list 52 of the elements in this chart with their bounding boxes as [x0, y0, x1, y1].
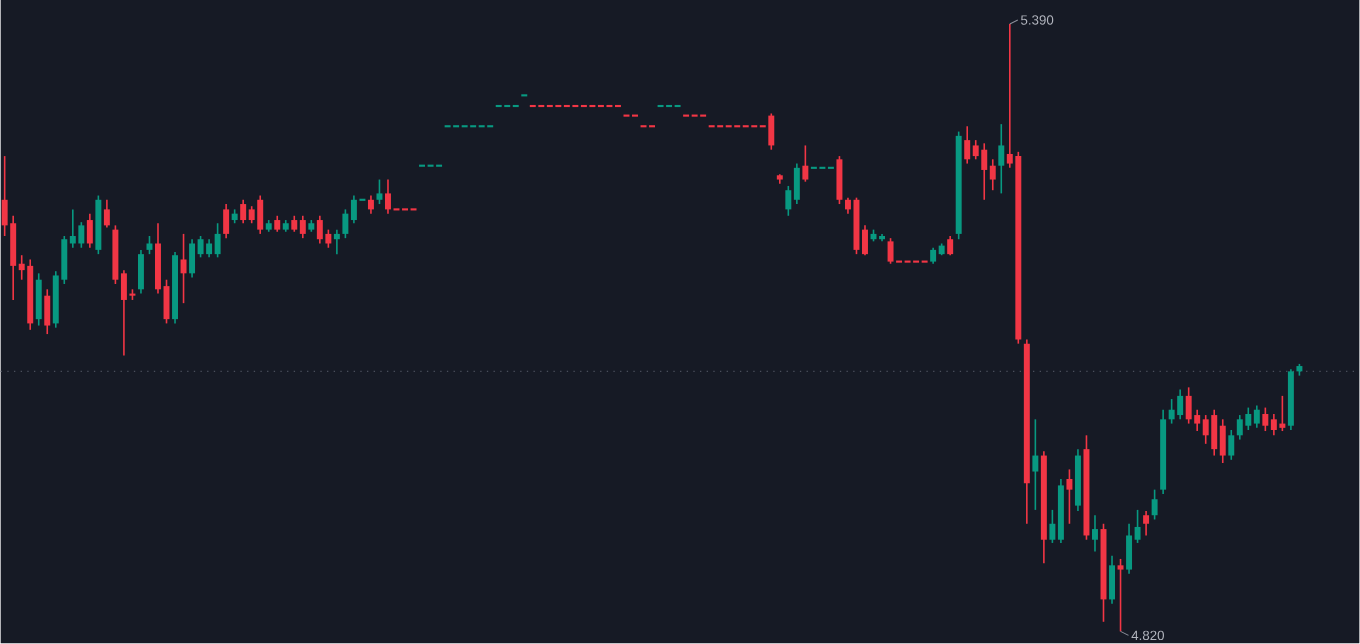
candlestick	[1270, 413, 1277, 437]
candlestick	[299, 215, 306, 240]
candlestick	[44, 288, 51, 336]
candlestick	[1109, 555, 1115, 605]
candlestick	[1143, 510, 1150, 537]
candlestick	[768, 112, 775, 151]
candlestick	[989, 158, 996, 192]
candlestick	[206, 238, 213, 259]
candlestick	[1211, 409, 1218, 457]
candlestick	[189, 238, 196, 279]
candlestick	[1202, 414, 1209, 445]
candlestick	[1177, 388, 1184, 421]
candlestick	[146, 235, 153, 256]
candlestick	[1253, 404, 1260, 429]
candlestick	[1117, 558, 1124, 633]
candlestick	[1168, 398, 1175, 425]
candlestick	[1185, 386, 1192, 425]
candlestick	[333, 229, 340, 256]
candlestick	[78, 221, 85, 249]
candlestick	[981, 142, 988, 201]
candlestick	[1151, 489, 1158, 521]
candlestick	[998, 123, 1005, 195]
candlestick	[35, 272, 42, 327]
candlestick	[1228, 429, 1235, 461]
candlestick	[1245, 407, 1252, 432]
candlestick	[367, 195, 374, 215]
candlestick	[1092, 514, 1098, 553]
candlestick	[1066, 468, 1073, 525]
candlestick	[836, 155, 843, 206]
candlestick	[947, 235, 954, 257]
candlestick	[1126, 523, 1133, 575]
candlestick	[376, 179, 383, 206]
candlestick	[257, 195, 264, 236]
candlestick	[793, 163, 800, 206]
candlestick	[1032, 418, 1039, 512]
candlestick	[384, 179, 391, 215]
candlestick	[964, 125, 971, 165]
candlestick	[802, 144, 809, 183]
candlestick	[180, 233, 187, 305]
candlestick	[86, 213, 93, 249]
candlestick	[1236, 414, 1243, 441]
candlestick	[887, 237, 894, 265]
candlestick	[137, 249, 144, 295]
candlestick	[103, 199, 110, 229]
candlestick	[316, 215, 323, 245]
candlestick	[240, 199, 247, 225]
candlestick	[214, 222, 221, 259]
candlestick	[223, 203, 230, 240]
candlestick	[1262, 407, 1269, 433]
candlestick	[342, 208, 349, 240]
candlestick	[1219, 418, 1226, 465]
candlestick	[1279, 395, 1286, 433]
